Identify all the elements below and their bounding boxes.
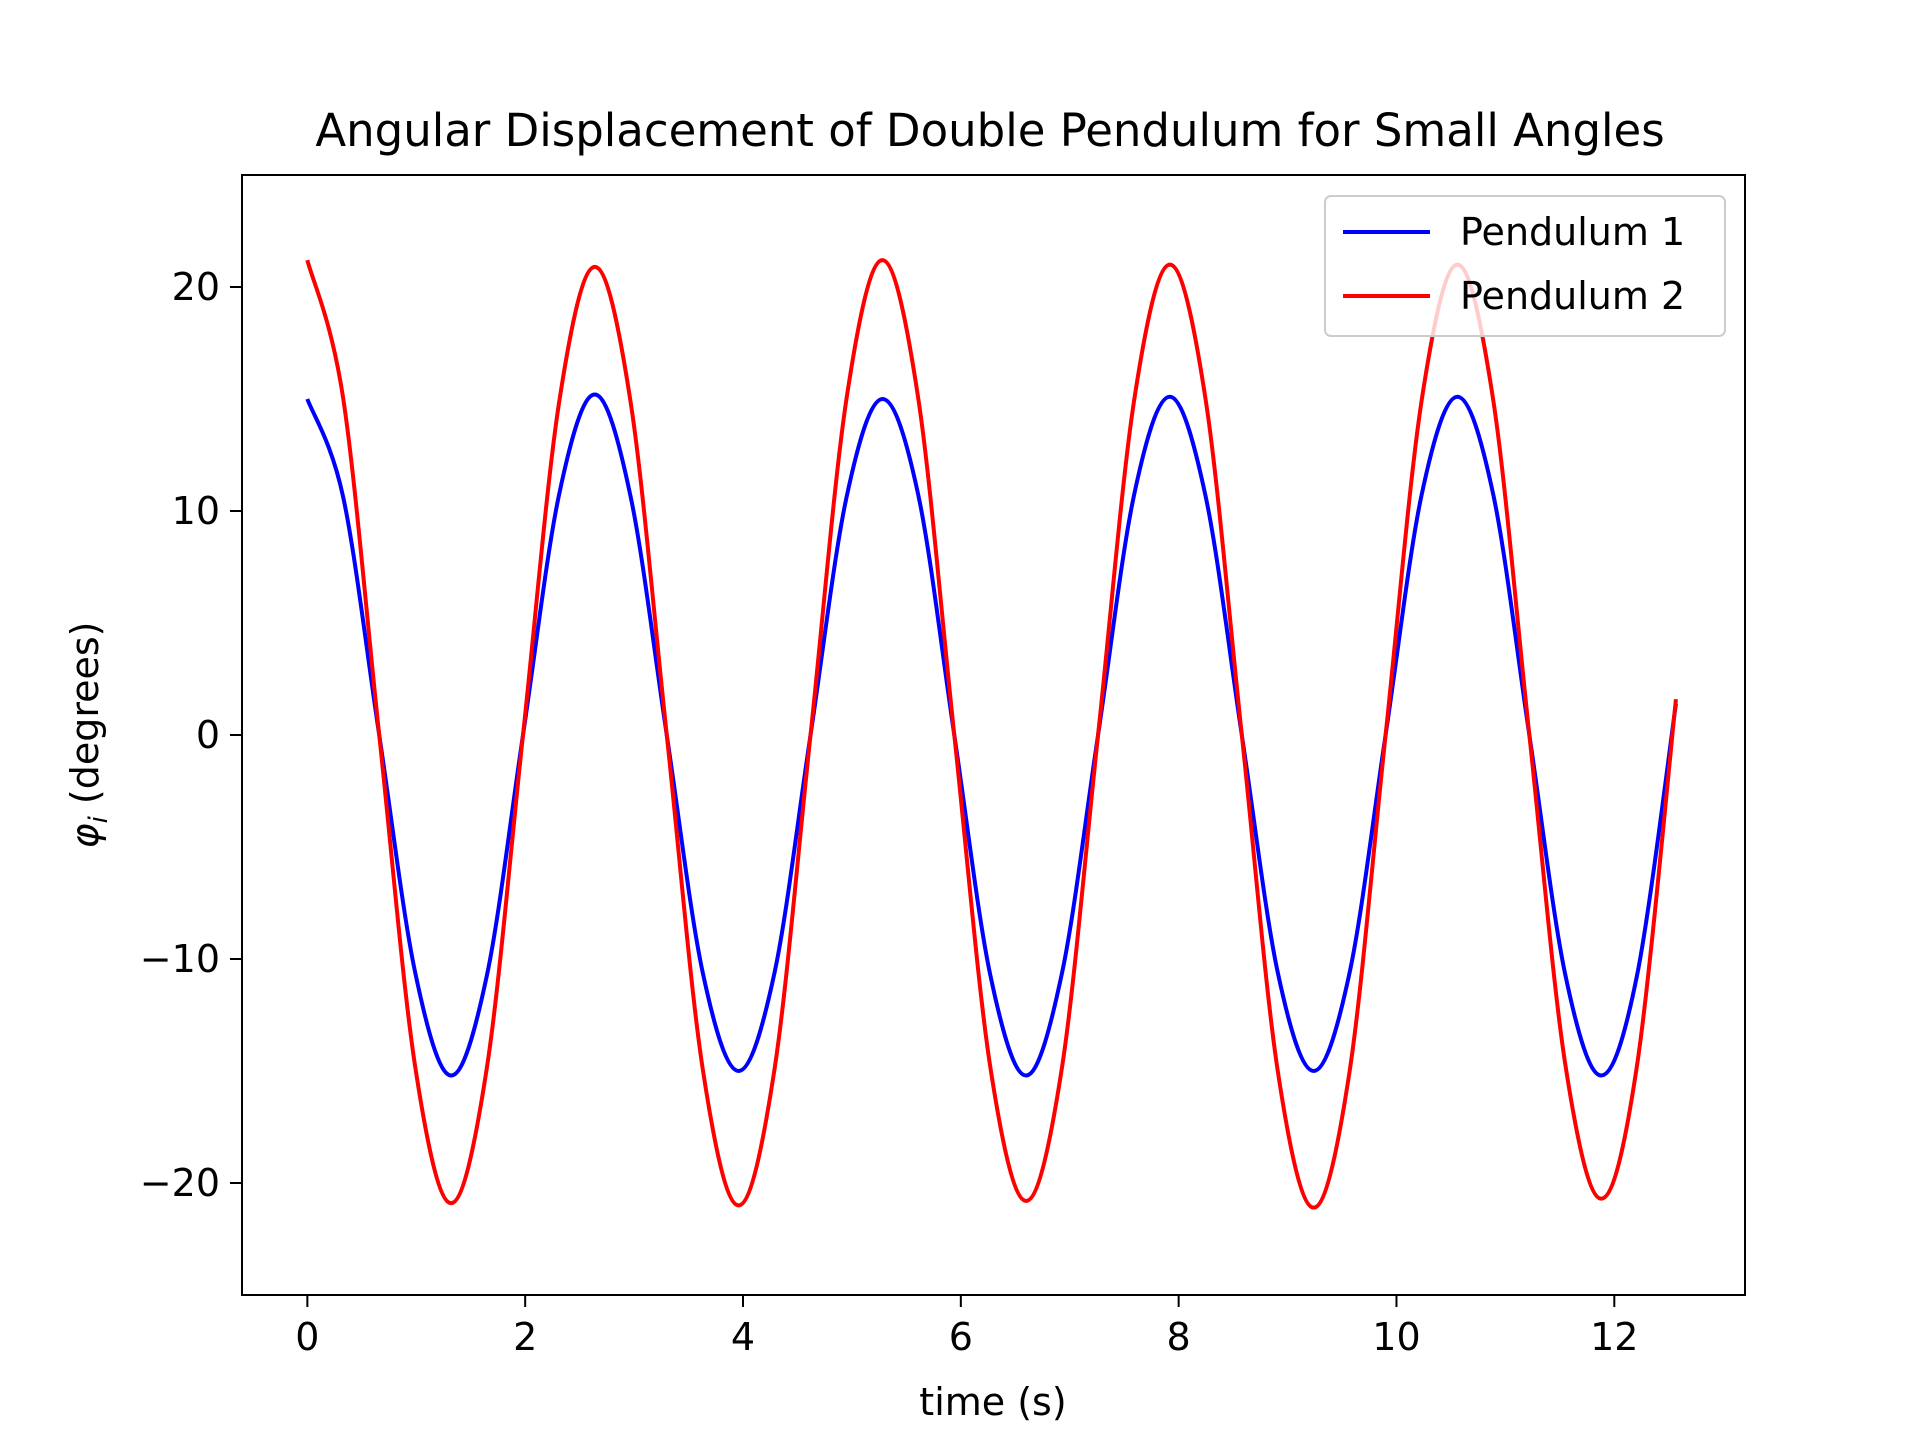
legend: Pendulum 1 Pendulum 2 [1324,195,1726,337]
x-tick-label: 4 [731,1315,755,1359]
series-line-1 [305,392,1678,1078]
x-tick-label: 6 [949,1315,973,1359]
x-tick-label: 2 [513,1315,537,1359]
y-tick-label: 20 [172,265,220,309]
chart-title: Angular Displacement of Double Pendulum … [315,104,1664,157]
x-tick-label: 0 [295,1315,319,1359]
x-tick-label: 12 [1590,1315,1638,1359]
x-axis: 0 2 4 6 8 10 12 [295,1295,1638,1359]
y-axis-label-symbol: φ [63,823,107,848]
y-axis-label: φi (degrees) [63,621,114,848]
y-tick-label: 0 [196,713,220,757]
y-tick-label: −10 [140,937,220,981]
y-tick-label: −20 [140,1161,220,1205]
y-axis-label-subscript: i [84,815,114,823]
x-axis-label: time (s) [919,1380,1066,1424]
x-tick-label: 10 [1372,1315,1420,1359]
legend-label-pendulum-2: Pendulum 2 [1460,274,1685,318]
y-tick-label: 10 [172,489,220,533]
y-axis-label-text: (degrees) [63,621,107,816]
x-tick-label: 8 [1167,1315,1191,1359]
y-axis: −20 −10 0 10 20 [140,265,242,1205]
legend-label-pendulum-1: Pendulum 1 [1460,210,1685,254]
